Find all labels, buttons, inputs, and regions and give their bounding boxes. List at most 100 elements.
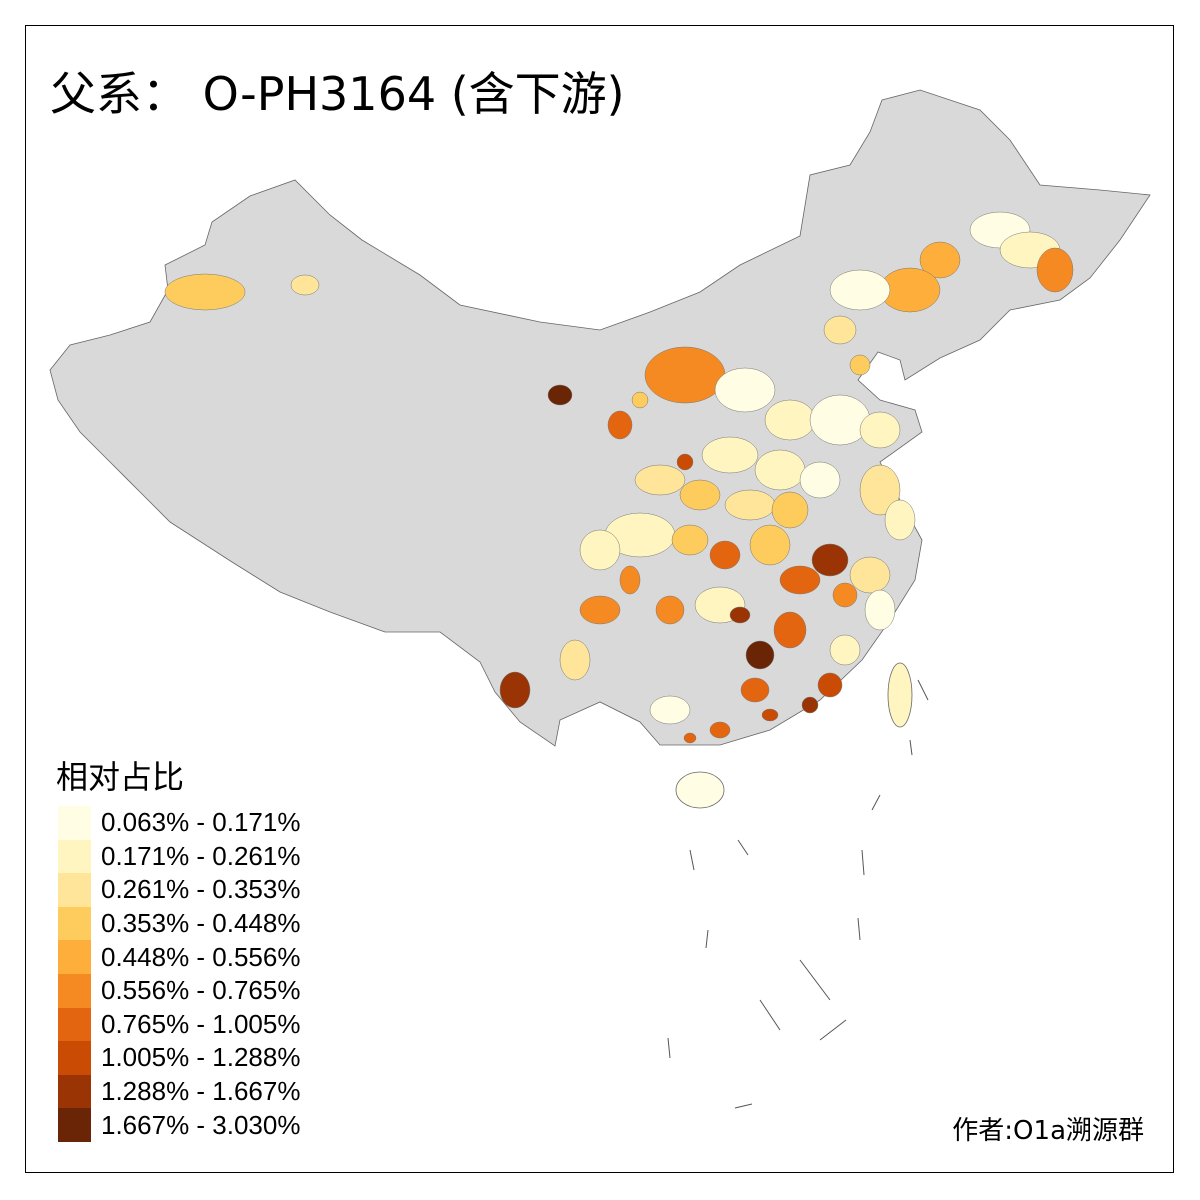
legend-swatch: [58, 1007, 91, 1042]
region: [701, 436, 759, 474]
hainan-region: [675, 771, 725, 809]
legend-item: 1.005% - 1.288%: [58, 1041, 300, 1075]
region: [740, 677, 770, 703]
legend-item: 0.353% - 0.448%: [58, 906, 301, 941]
region: [761, 708, 779, 722]
region: [773, 611, 807, 649]
region: [714, 367, 776, 413]
taiwan-region: [887, 662, 913, 728]
region: [290, 274, 320, 296]
region: [709, 721, 731, 739]
region: [859, 464, 901, 516]
region: [849, 556, 891, 594]
region: [579, 595, 621, 625]
region: [679, 479, 721, 511]
legend-item: 0.448% - 0.556%: [58, 940, 300, 974]
china-landmass: [49, 89, 1151, 747]
legend-label: 1.005% - 1.288%: [101, 1042, 301, 1073]
legend-label: 0.765% - 1.005%: [101, 1008, 301, 1039]
legend-item: 1.667% - 3.030%: [58, 1108, 300, 1142]
legend-item: 0.063% - 0.171%: [58, 806, 300, 840]
legend-swatch: [58, 906, 91, 941]
map-frame: [25, 25, 1174, 1173]
region: [811, 543, 849, 577]
region: [829, 634, 861, 666]
south-sea-islands: [667, 679, 929, 1109]
legend-swatch: [58, 839, 91, 874]
legend-title: 相对占比: [56, 758, 185, 796]
island-boundary: [857, 917, 861, 941]
region: [547, 384, 573, 406]
region: [1036, 247, 1074, 293]
legend-item: 0.765% - 1.005%: [58, 1007, 301, 1042]
region: [579, 529, 621, 571]
legend-swatch: [58, 1074, 91, 1109]
region: [655, 595, 685, 625]
region: [559, 639, 591, 681]
region: [764, 399, 816, 441]
region: [607, 410, 633, 440]
legend-label: 0.171% - 0.261%: [101, 840, 301, 871]
island-boundary: [737, 839, 749, 856]
region: [817, 672, 843, 698]
region: [864, 589, 896, 631]
region: [619, 565, 641, 595]
island-boundary: [759, 999, 781, 1031]
island-boundary: [909, 739, 913, 756]
legend-swatch: [58, 1108, 91, 1142]
legend-label: 1.288% - 1.667%: [101, 1076, 301, 1107]
region: [799, 461, 841, 499]
author-credit: 作者:O1a溯源群: [952, 1116, 1144, 1146]
region: [729, 606, 751, 624]
map-title: 父系： O-PH3164 (含下游): [50, 67, 625, 121]
region: [754, 449, 806, 491]
region: [809, 394, 871, 446]
region: [829, 269, 891, 311]
island-boundary: [917, 679, 929, 701]
region: [683, 732, 697, 744]
island-boundary: [667, 1037, 671, 1059]
region: [671, 524, 709, 556]
region: [849, 354, 871, 376]
region: [644, 346, 726, 404]
region: [801, 696, 819, 714]
island-boundary: [705, 929, 709, 949]
legend-label: 0.261% - 0.353%: [101, 874, 301, 905]
legend-item: 0.171% - 0.261%: [58, 839, 301, 874]
china-outline: [49, 89, 1151, 809]
region: [919, 241, 961, 279]
island-boundary: [734, 1103, 753, 1109]
legend-swatch: [58, 1041, 91, 1075]
legend-swatch: [58, 873, 91, 907]
legend-label: 1.667% - 3.030%: [101, 1109, 301, 1140]
legend-label: 0.063% - 0.171%: [101, 807, 301, 838]
legend-swatch: [58, 806, 91, 840]
region: [499, 671, 531, 709]
region: [771, 491, 809, 529]
region: [779, 565, 821, 595]
legend-swatch: [58, 940, 91, 974]
region: [884, 499, 916, 541]
region: [745, 640, 775, 670]
legend-label: 0.353% - 0.448%: [101, 908, 301, 939]
legend-swatch: [58, 974, 91, 1008]
region: [634, 464, 686, 496]
region: [631, 391, 649, 409]
region: [749, 524, 791, 566]
island-boundary: [871, 794, 881, 811]
island-boundary: [689, 849, 695, 871]
island-boundary: [819, 1019, 847, 1041]
legend-item: 0.261% - 0.353%: [58, 873, 300, 907]
island-boundary: [861, 849, 865, 876]
legend-item: 1.288% - 1.667%: [58, 1074, 301, 1109]
legend-item: 0.556% - 0.765%: [58, 974, 300, 1008]
region: [724, 489, 776, 521]
legend-label: 0.448% - 0.556%: [101, 941, 301, 972]
island-boundary: [799, 959, 831, 1001]
region: [164, 273, 246, 311]
legend-label: 0.556% - 0.765%: [101, 975, 301, 1006]
region: [859, 411, 901, 449]
region: [709, 540, 741, 570]
region: [649, 695, 691, 725]
